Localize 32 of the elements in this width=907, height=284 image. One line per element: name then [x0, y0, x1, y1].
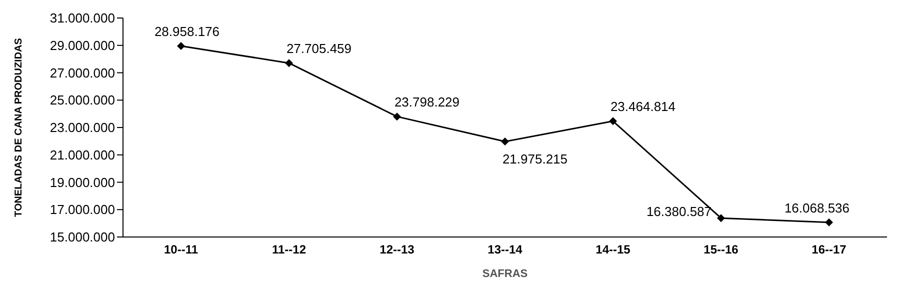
x-tick-label: 16--17 [812, 242, 847, 257]
y-tick-label: 31.000.000 [50, 10, 115, 26]
point [609, 117, 617, 126]
y-tick-label: 27.000.000 [50, 65, 115, 80]
data-label: 16.380.587 [646, 204, 712, 220]
y-tick-label: 29.000.000 [50, 38, 115, 53]
x-tick-label: 13--14 [488, 242, 523, 257]
data-label: 23.464.814 [610, 99, 676, 114]
data-label: 28.958.176 [154, 24, 220, 39]
data-label: 27.705.459 [286, 41, 352, 56]
y-tick-label: 23.000.000 [50, 120, 115, 136]
x-axis-title: SAFRAS [482, 268, 528, 280]
data-label: 23.798.229 [394, 94, 460, 110]
y-tick-label: 21.000.000 [50, 147, 115, 162]
point [717, 214, 725, 222]
x-tick-label: 10--11 [164, 242, 198, 257]
y-tick-label: 15.000.000 [50, 230, 115, 245]
data-label: 21.975.215 [502, 152, 568, 167]
point [393, 112, 401, 121]
point [285, 59, 293, 68]
point [177, 42, 185, 50]
x-tick-label: 12--13 [380, 242, 415, 257]
x-tick-label: 11--12 [272, 242, 306, 257]
data-label: 16.068.536 [784, 200, 850, 216]
y-axis-title: TONELADAS DE CANA PRODUZIDAS [14, 38, 25, 217]
y-tick-label: 19.000.000 [50, 174, 115, 190]
y-tick-label: 25.000.000 [50, 92, 115, 108]
point [825, 218, 833, 226]
point [501, 138, 509, 146]
x-tick-label: 14--15 [596, 242, 631, 257]
y-tick-label: 17.000.000 [50, 202, 115, 218]
x-tick-label: 15--16 [704, 242, 739, 257]
